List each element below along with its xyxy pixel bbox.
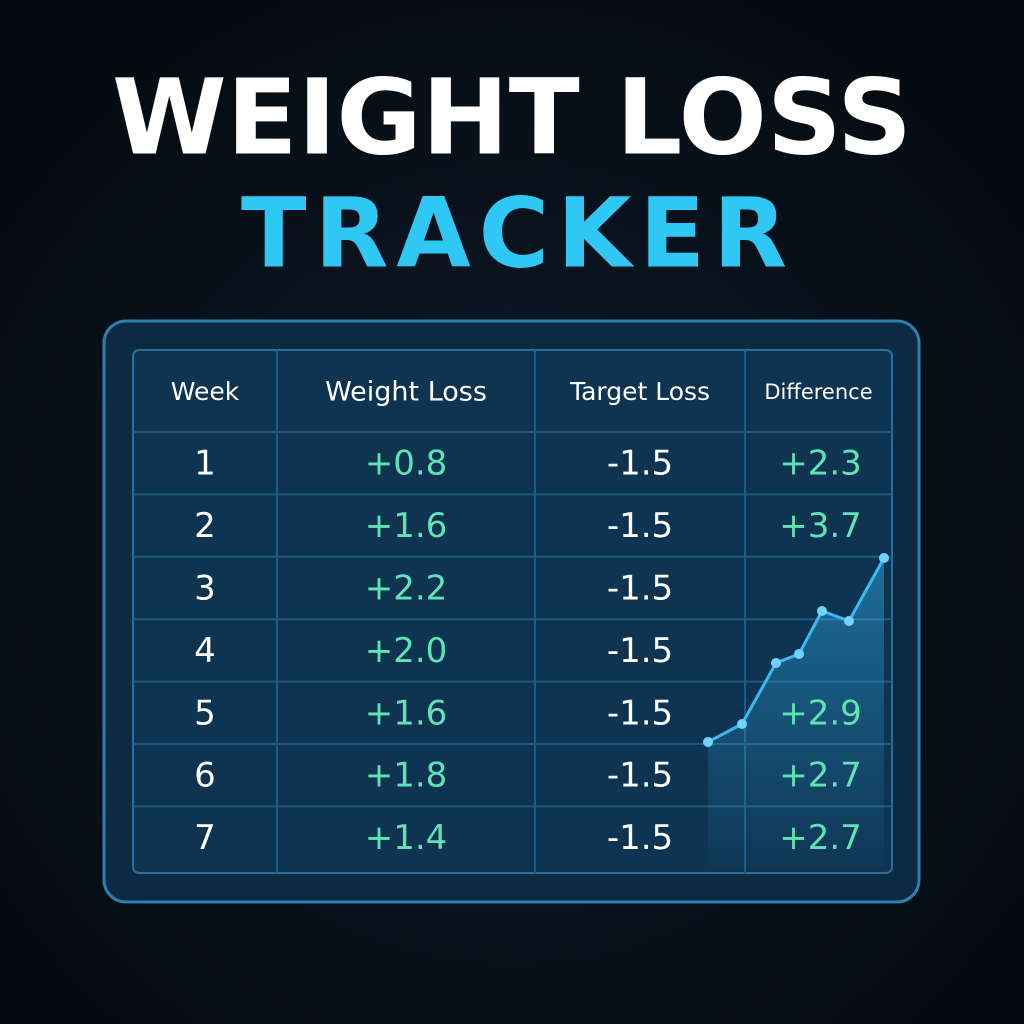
table-cell: +1.6	[365, 506, 448, 546]
table-cell: -1.5	[607, 569, 673, 609]
title-line2: TRACKER	[241, 177, 795, 289]
sparkline	[703, 553, 889, 866]
grid-lines	[133, 350, 892, 873]
table-cell: 5	[194, 693, 216, 733]
table-cell: +0.8	[365, 444, 448, 484]
table-cell: 2	[194, 506, 216, 546]
table-cell: -1.5	[607, 818, 673, 858]
table-cell: +2.9	[779, 693, 862, 733]
column-header: Weight Loss	[325, 377, 487, 408]
table-cell: 1	[194, 444, 216, 484]
table-cell: -1.5	[607, 756, 673, 796]
title-line1: WEIGHT LOSS	[112, 56, 912, 178]
table-cell: +2.0	[365, 631, 448, 671]
column-header: Difference	[764, 380, 872, 404]
table-frame	[132, 349, 893, 874]
table-cell: +1.6	[365, 693, 448, 733]
table-cell: -1.5	[607, 693, 673, 733]
table-cell: 4	[194, 631, 216, 671]
table-cell: 3	[194, 569, 216, 609]
sparkline-dots	[703, 553, 889, 747]
column-header: Week	[171, 377, 240, 406]
table-cell: +3.7	[779, 506, 862, 546]
table-cell: +2.3	[779, 444, 862, 484]
table-cell: +2.2	[365, 569, 448, 609]
table-cell: -1.5	[607, 444, 673, 484]
table-cell: 6	[194, 756, 216, 796]
table-cell: -1.5	[607, 506, 673, 546]
column-header: Target Loss	[569, 377, 710, 406]
table-cell: +2.7	[779, 818, 862, 858]
table-cell: 7	[194, 818, 216, 858]
sparkline-area	[708, 558, 884, 866]
table-cell: -1.5	[607, 631, 673, 671]
table-cell: +1.4	[365, 818, 448, 858]
table-cell: +2.7	[779, 756, 862, 796]
table-cell: +1.8	[365, 756, 448, 796]
table: Week Weight Loss Target Loss Difference 1 +0.…	[171, 377, 873, 859]
